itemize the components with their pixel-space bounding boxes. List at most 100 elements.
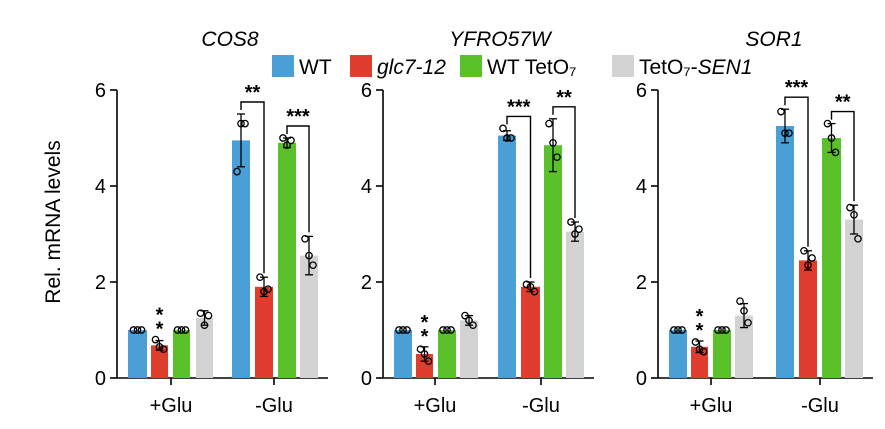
data-point [695, 345, 704, 354]
data-point [545, 119, 553, 128]
data-point [237, 119, 245, 128]
x-tick-label: -Glu [255, 395, 293, 417]
significance-bracket [830, 110, 855, 202]
significance-bracket [552, 106, 576, 218]
data-point [181, 326, 190, 334]
data-point [420, 350, 429, 358]
data-point [800, 246, 808, 255]
data-point [403, 326, 411, 334]
data-point [465, 316, 473, 325]
data-point [204, 311, 213, 320]
legend-label-wt: WT [299, 56, 332, 79]
bar [845, 219, 863, 378]
y-tick-label: 4 [636, 176, 647, 198]
data-point [744, 318, 752, 327]
data-point [781, 129, 789, 138]
y-tick-label: 6 [361, 80, 372, 102]
data-point [129, 326, 138, 334]
y-tick-label: 0 [636, 368, 647, 390]
y-tick-label: 2 [636, 272, 647, 294]
significance-stars: *** [785, 77, 809, 99]
data-point [264, 285, 272, 294]
legend-swatch-sen1 [612, 55, 634, 77]
data-point [823, 119, 832, 128]
bar [776, 126, 794, 378]
data-point [399, 326, 407, 334]
bar [173, 330, 190, 378]
bar [416, 354, 433, 378]
data-point [443, 326, 451, 334]
bar [669, 330, 687, 378]
bar [822, 138, 841, 378]
star-glyph: * [696, 320, 704, 342]
data-point [722, 326, 730, 334]
data-point [499, 124, 507, 133]
data-point [287, 136, 295, 145]
x-tick-label: +Glu [414, 395, 457, 417]
bar [498, 135, 516, 378]
bar [232, 140, 250, 378]
panel-title: COS8 [201, 28, 259, 51]
data-point [522, 280, 531, 289]
significance-stars: *** [507, 96, 531, 118]
bar [255, 286, 273, 378]
legend-swatch-wt [272, 55, 294, 77]
significance-stars: ** [696, 306, 704, 342]
data-point [177, 326, 186, 334]
data-point [714, 326, 722, 334]
significance-bracket [240, 101, 265, 274]
data-point [196, 309, 205, 318]
data-point [691, 338, 700, 346]
star-glyph: * [156, 305, 164, 327]
legend-label-wttet: WT TetO₇ [487, 56, 576, 79]
y-tick-label: 0 [95, 368, 106, 390]
y-tick-label: 2 [95, 272, 106, 294]
data-point [447, 326, 455, 334]
bar [460, 320, 478, 378]
data-point [575, 225, 583, 234]
data-point [279, 134, 287, 142]
data-point [670, 326, 678, 334]
bar [521, 286, 540, 378]
legend: WT glc7-12 WT TetO₇ TetO₇-SEN1 [272, 55, 752, 79]
y-tick-label: 6 [636, 80, 647, 102]
legend-text-sen1: SEN1 [698, 56, 753, 79]
data-point [530, 287, 539, 296]
y-tick-label: 4 [361, 176, 372, 198]
data-point [241, 119, 249, 128]
significance-stars: *** [286, 106, 310, 128]
bar [713, 330, 731, 378]
data-point [283, 141, 291, 150]
y-tick-label: 4 [95, 176, 106, 198]
data-point [137, 326, 146, 334]
data-point [549, 138, 557, 147]
significance-stars: ** [421, 312, 429, 348]
data-point [469, 321, 477, 330]
x-tick-label: -Glu [801, 395, 839, 417]
data-point [846, 203, 854, 212]
bar [196, 318, 213, 378]
legend-label-glc7: glc7-12 [377, 56, 446, 79]
bar [128, 330, 147, 378]
data-point [395, 326, 403, 334]
y-tick-label: 0 [361, 368, 372, 390]
bar [394, 330, 412, 378]
data-point [678, 326, 686, 334]
y-axis-label: Rel. mRNA levels [42, 140, 65, 303]
data-point [785, 129, 793, 138]
significance-stars: ** [556, 87, 572, 109]
y-tick-label: 6 [95, 80, 106, 102]
bar [544, 145, 562, 378]
legend-prefix-sen1: TetO₇- [639, 56, 698, 79]
bar [799, 260, 817, 378]
star-glyph: * [156, 319, 164, 341]
data-point [155, 342, 164, 351]
y-tick-label: 2 [361, 272, 372, 294]
panel-title: SOR1 [745, 28, 802, 51]
legend-swatch-glc7 [350, 55, 372, 77]
data-point [571, 230, 579, 238]
